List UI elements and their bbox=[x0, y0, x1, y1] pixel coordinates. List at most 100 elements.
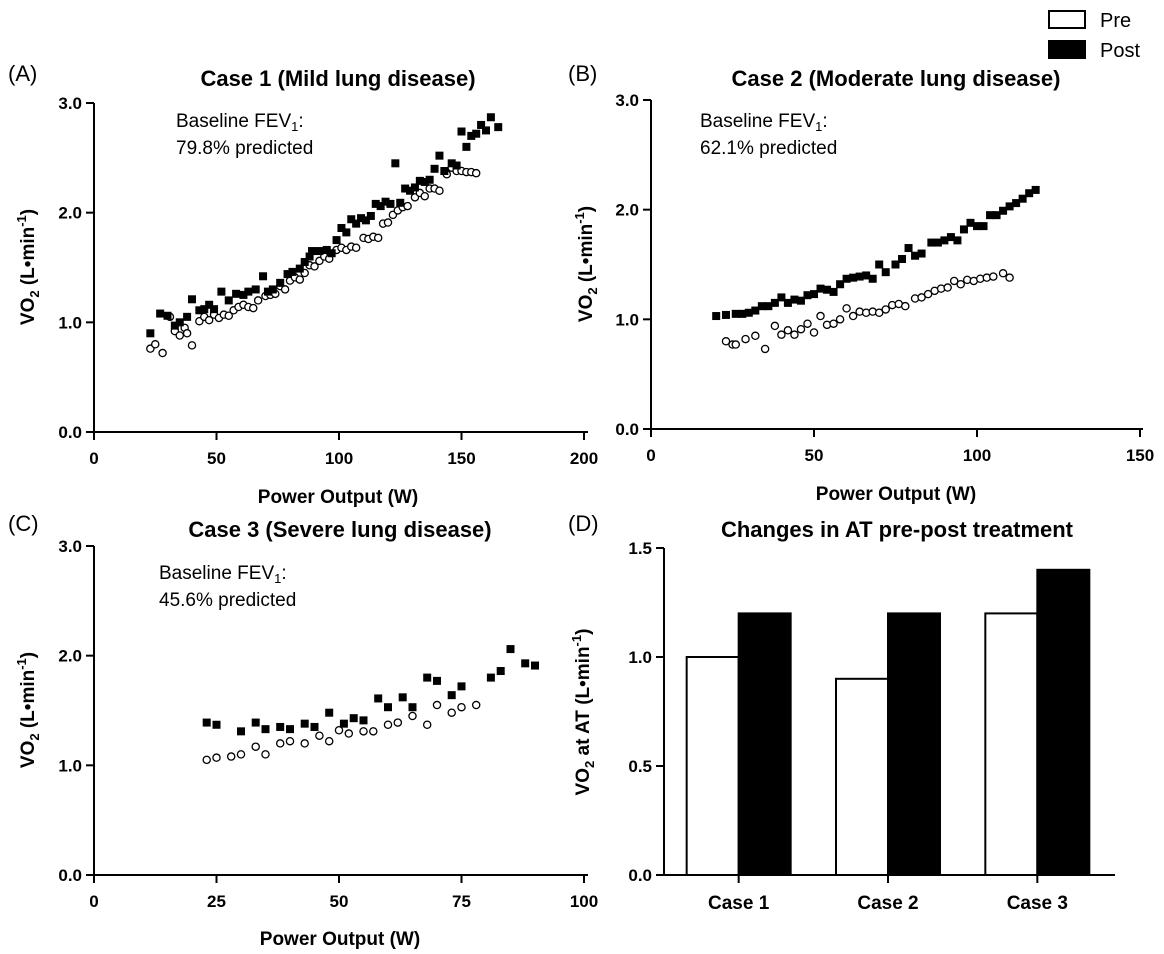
fev-annotation-sub: 1 bbox=[291, 119, 298, 134]
post-point bbox=[862, 271, 871, 280]
plot-marks bbox=[685, 568, 1091, 877]
post-point bbox=[457, 682, 466, 691]
post-point bbox=[881, 268, 890, 277]
pre-point bbox=[956, 279, 965, 289]
pre-point bbox=[202, 755, 211, 765]
post-point bbox=[406, 186, 415, 195]
ticks: 0.0 0.5 1.0 1.5 Case 1 Case 2 Case 3 bbox=[628, 539, 1068, 914]
pre-point bbox=[150, 340, 160, 349]
post-point bbox=[917, 249, 926, 258]
post-point bbox=[1005, 202, 1014, 211]
post-point bbox=[1012, 199, 1021, 208]
fev-annotation: Baseline FEV1: bbox=[700, 111, 828, 134]
pre-point bbox=[471, 700, 481, 710]
post-point bbox=[927, 238, 936, 247]
y-tick-label: 1.0 bbox=[58, 756, 82, 775]
post-point bbox=[361, 216, 370, 225]
post-point bbox=[738, 309, 747, 318]
chart-title: Case 2 (Moderate lung disease) bbox=[732, 66, 1061, 91]
post-point bbox=[959, 225, 968, 234]
chart-title: Case 3 (Severe lung disease) bbox=[188, 517, 491, 542]
fev-annotation: Baseline FEV1: bbox=[176, 111, 304, 134]
post-point bbox=[966, 218, 975, 227]
post-point bbox=[973, 222, 981, 231]
post-point bbox=[244, 287, 253, 296]
ticks: 0.0 1.0 2.0 3.0 0 50 100 150 200 bbox=[58, 94, 598, 468]
pre-point bbox=[447, 708, 456, 717]
pre-point bbox=[251, 742, 260, 751]
x-tick-label: 0 bbox=[89, 449, 98, 468]
post-point bbox=[783, 298, 792, 307]
post-point bbox=[415, 176, 424, 185]
post-point bbox=[440, 166, 449, 175]
pre-point bbox=[923, 289, 933, 299]
post-point bbox=[408, 703, 417, 712]
pre-bar-case-3 bbox=[984, 612, 1039, 877]
fev-annotation-line2: 45.6% predicted bbox=[159, 590, 296, 611]
post-point bbox=[790, 295, 799, 304]
post-bar-case-1 bbox=[737, 612, 792, 877]
y-tick-label: 0.0 bbox=[628, 866, 652, 885]
x-tick-label: 50 bbox=[207, 449, 226, 468]
post-point bbox=[205, 300, 214, 309]
post-point bbox=[420, 177, 429, 186]
panel-label: (A) bbox=[8, 61, 37, 86]
post-bar-case-2 bbox=[887, 612, 941, 877]
x-tick-label: 100 bbox=[325, 449, 353, 468]
post-point bbox=[337, 224, 346, 233]
pre-point bbox=[393, 718, 403, 727]
x-tick-label: 50 bbox=[805, 446, 824, 465]
pre-point bbox=[721, 337, 731, 346]
ticks: 0.0 1.0 2.0 3.0 0 50 100 150 bbox=[615, 91, 1154, 465]
post-point bbox=[300, 719, 309, 728]
post-point bbox=[770, 298, 779, 307]
post-point bbox=[339, 719, 348, 728]
plot-marks bbox=[202, 645, 539, 765]
post-point bbox=[940, 236, 949, 245]
x-tick-label: 75 bbox=[452, 892, 471, 911]
post-point bbox=[200, 305, 209, 314]
pre-point bbox=[422, 720, 432, 730]
post-point bbox=[868, 274, 877, 283]
post-point bbox=[521, 659, 530, 668]
panel-label: (D) bbox=[568, 511, 599, 536]
post-point bbox=[396, 198, 405, 207]
post-point bbox=[170, 321, 179, 330]
post-point bbox=[210, 305, 219, 314]
pre-point bbox=[457, 702, 466, 712]
post-point bbox=[891, 260, 900, 269]
post-point bbox=[259, 272, 268, 281]
post-point bbox=[494, 123, 503, 132]
pre-point bbox=[369, 727, 378, 736]
post-point bbox=[433, 676, 441, 685]
y-tick-label: 1.0 bbox=[628, 648, 652, 667]
post-point bbox=[410, 183, 419, 192]
post-point bbox=[875, 260, 884, 269]
post-point bbox=[315, 247, 324, 256]
y-tick-label: 2.0 bbox=[58, 647, 82, 666]
post-point bbox=[386, 199, 395, 208]
y-tick-label: 1.0 bbox=[615, 310, 639, 329]
pre-point bbox=[373, 233, 383, 243]
post-point bbox=[457, 127, 466, 136]
post-point bbox=[401, 184, 410, 193]
pre-point bbox=[874, 308, 884, 318]
x-tick-label: 200 bbox=[570, 449, 598, 468]
fev-annotation-prefix: Baseline FEV bbox=[176, 111, 291, 132]
pre-point bbox=[998, 269, 1008, 278]
post-point bbox=[849, 273, 858, 282]
pre-point bbox=[471, 168, 481, 178]
post-point bbox=[212, 720, 221, 729]
post-point bbox=[283, 270, 292, 279]
x-tick-label: 25 bbox=[207, 892, 226, 911]
x-tick-label: 150 bbox=[1126, 446, 1154, 465]
pre-point bbox=[816, 311, 825, 321]
post-point bbox=[332, 236, 341, 245]
post-point bbox=[352, 219, 361, 228]
post-point bbox=[342, 228, 351, 237]
y-tick-label: 2.0 bbox=[615, 201, 639, 220]
post-point bbox=[286, 725, 294, 734]
fev-annotation-prefix: Baseline FEV bbox=[700, 111, 815, 132]
post-point bbox=[374, 694, 383, 703]
y-tick-label: 0.5 bbox=[628, 757, 652, 776]
